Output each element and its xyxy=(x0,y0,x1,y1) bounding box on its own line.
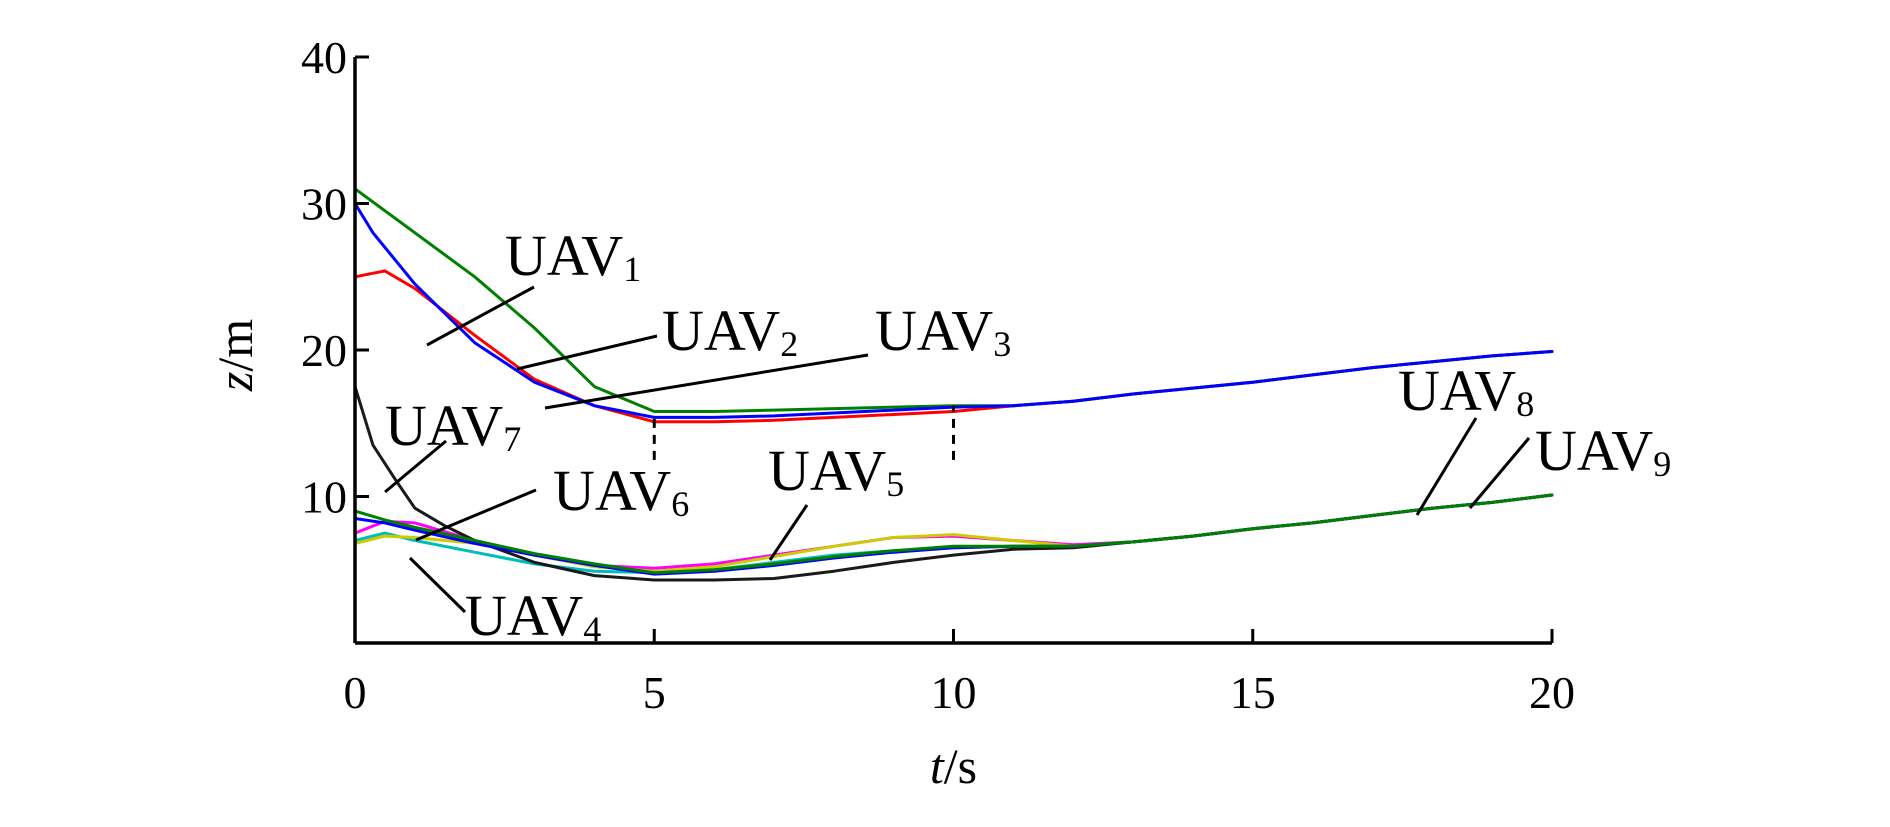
series-label-uav6: UAV6 xyxy=(553,458,689,524)
x-axis-title: t/s xyxy=(930,738,977,794)
series-label-uav7: UAV7 xyxy=(385,393,521,459)
series-line-uav3 xyxy=(353,202,1554,419)
series-line-uav5 xyxy=(353,493,1554,570)
series-label-uav8: UAV8 xyxy=(1398,358,1534,424)
series-label-uav4: UAV4 xyxy=(465,583,601,649)
y-tick-label: 10 xyxy=(301,472,347,523)
leader-line-uav3 xyxy=(544,353,869,410)
y-tick-label: 20 xyxy=(301,325,347,376)
series-line-uav9 xyxy=(353,493,1554,575)
leader-line-uav5 xyxy=(768,504,809,561)
x-tick-label: 15 xyxy=(1230,667,1276,718)
x-tick-label: 0 xyxy=(344,667,367,718)
leader-line-uav2 xyxy=(516,334,658,371)
tick-labels: 0 5 10 15 20 10 20 30 40 xyxy=(301,32,1575,718)
series-label-uav2: UAV2 xyxy=(662,298,798,364)
leader-line-uav4 xyxy=(408,556,467,614)
series-line-uav6 xyxy=(353,493,1554,573)
leader-line-uav9 xyxy=(1468,437,1531,509)
series-layer xyxy=(353,187,1554,582)
series-line-uav7 xyxy=(353,385,1554,582)
x-tick-label: 20 xyxy=(1529,667,1575,718)
series-label-uav9: UAV9 xyxy=(1535,418,1671,484)
series-label-uav5: UAV5 xyxy=(768,438,904,504)
series-label-uav1: UAV1 xyxy=(505,223,641,289)
x-tick-label: 5 xyxy=(643,667,666,718)
series-label-uav3: UAV3 xyxy=(875,298,1011,364)
x-tick-label: 10 xyxy=(931,667,977,718)
leader-line-uav7 xyxy=(384,439,447,494)
leader-line-uav6 xyxy=(415,488,537,542)
leader-line-uav1 xyxy=(426,285,535,347)
y-tick-label: 40 xyxy=(301,32,347,83)
leader-line-uav8 xyxy=(1415,417,1478,516)
y-axis-title: z/m xyxy=(207,319,263,392)
y-tick-label: 30 xyxy=(301,179,347,230)
axis-titles: t/s z/m xyxy=(207,319,977,794)
axes xyxy=(353,55,1554,645)
